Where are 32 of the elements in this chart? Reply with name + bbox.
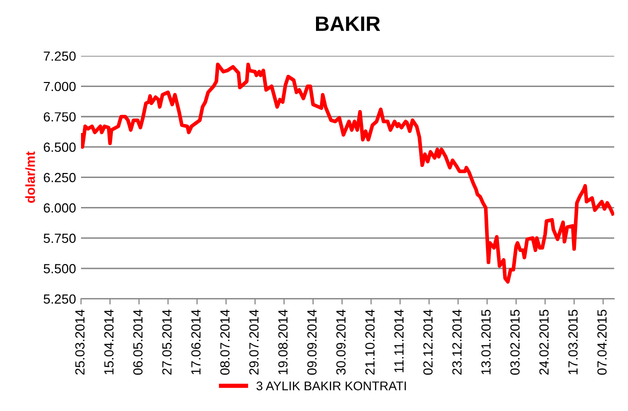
y-tick-label: 7.000 <box>44 82 76 92</box>
x-tick-label: 13.01.2015 <box>481 310 491 374</box>
x-tick-label: 17.03.2015 <box>568 310 578 374</box>
x-tick-label: 11.11.2014 <box>394 310 404 372</box>
y-tick-label: 6.000 <box>44 203 76 213</box>
x-tick-label: 24.02.2015 <box>539 310 549 375</box>
x-tick-label: 27.05.2014 <box>162 310 172 375</box>
x-tick-label: 30.09.2014 <box>336 310 346 375</box>
x-tick-label: 23.12.2014 <box>452 310 462 375</box>
y-tick-label: 6.500 <box>44 142 76 152</box>
y-tick-label: 7.250 <box>44 51 76 61</box>
x-tick-label: 15.04.2014 <box>104 310 114 374</box>
y-tick-label: 6.750 <box>44 112 76 122</box>
y-tick-label: 5.500 <box>44 264 76 274</box>
x-tick-label: 09.09.2014 <box>307 310 317 375</box>
legend-label: 3 AYLIK BAKIR KONTRATI <box>256 381 406 390</box>
x-tick-label: 21.10.2014 <box>365 310 375 375</box>
chart-title: BAKIR <box>316 16 380 31</box>
y-axis-title: dolar/mt <box>25 151 36 203</box>
x-tick-label: 19.08.2014 <box>278 310 288 374</box>
y-tick-label: 5.250 <box>44 294 76 304</box>
x-tick-label: 02.12.2014 <box>423 310 433 375</box>
y-tick-label: 6.250 <box>44 172 76 182</box>
y-tick-label: 5.750 <box>44 234 76 243</box>
x-tick-label: 25.03.2014 <box>75 310 85 375</box>
x-tick-label: 08.07.2014 <box>220 310 230 375</box>
x-tick-label: 03.02.2015 <box>510 310 520 375</box>
line-series <box>81 62 614 284</box>
x-tick-label: 06.05.2014 <box>133 310 143 375</box>
x-tick-label: 17.06.2014 <box>191 310 201 374</box>
x-tick-label: 29.07.2014 <box>249 310 259 375</box>
x-tick-label: 07.04.2015 <box>597 310 607 375</box>
